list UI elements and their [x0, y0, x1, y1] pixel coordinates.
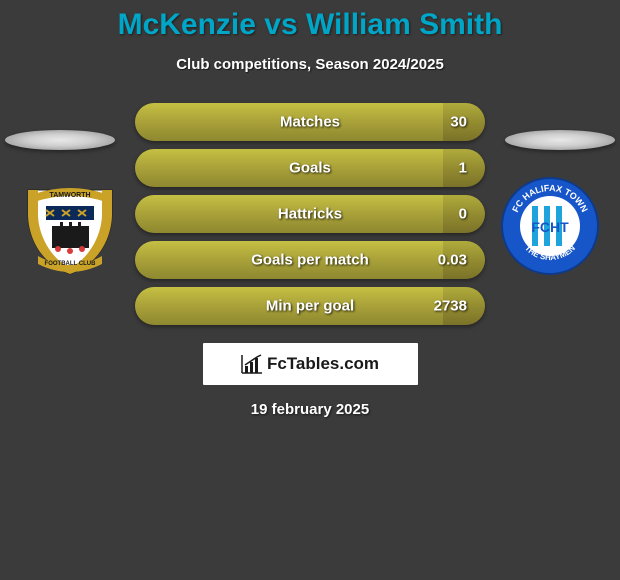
bar-chart-icon [241, 354, 263, 374]
stat-row-hattricks: Hattricks 0 [135, 195, 485, 233]
stat-value: 0.03 [438, 252, 467, 269]
platform-right [505, 130, 615, 150]
stats-list: Matches 30 Goals 1 Hattricks 0 Goals per… [135, 103, 485, 325]
stat-row-min-per-goal: Min per goal 2738 [135, 287, 485, 325]
stat-label: Hattricks [135, 206, 485, 223]
footer-brand-text: FcTables.com [267, 354, 379, 374]
stat-row-goals-per-match: Goals per match 0.03 [135, 241, 485, 279]
platform-left [5, 130, 115, 150]
subtitle: Club competitions, Season 2024/2025 [0, 56, 620, 73]
footer-brand: FcTables.com [203, 343, 418, 385]
stat-row-goals: Goals 1 [135, 149, 485, 187]
svg-text:FOOTBALL CLUB: FOOTBALL CLUB [45, 261, 97, 267]
svg-text:FCHT: FCHT [531, 219, 569, 235]
stat-value: 2738 [434, 298, 467, 315]
stat-label: Goals [135, 160, 485, 177]
stat-value: 30 [450, 114, 467, 131]
stat-label: Goals per match [135, 252, 485, 269]
svg-text:TAMWORTH: TAMWORTH [49, 192, 90, 199]
stat-value: 1 [459, 160, 467, 177]
date-text: 19 february 2025 [0, 401, 620, 418]
stat-row-matches: Matches 30 [135, 103, 485, 141]
stat-value: 0 [459, 206, 467, 223]
stat-label: Min per goal [135, 298, 485, 315]
club-badge-left: TAMWORTH FOOTBALL CLUB [20, 176, 120, 276]
club-badge-right: FC HALIFAX TOWN THE SHAYMEN FCHT [500, 176, 600, 276]
stat-label: Matches [135, 114, 485, 131]
page-title: McKenzie vs William Smith [0, 0, 620, 42]
